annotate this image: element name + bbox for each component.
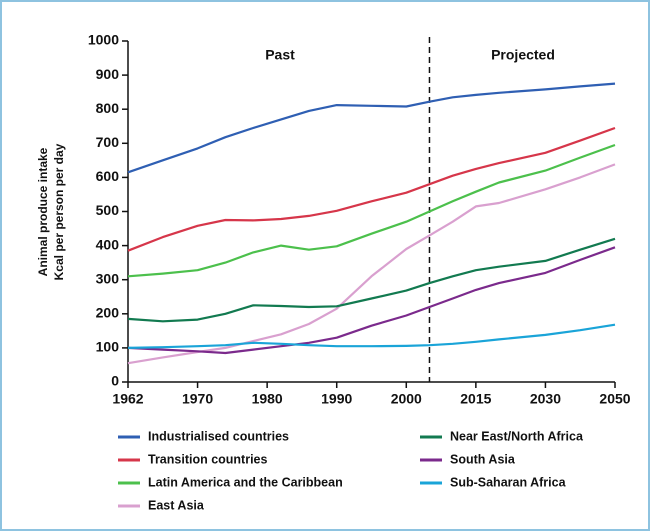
x-tick-label: 1990 (321, 391, 352, 407)
y-tick-label: 900 (96, 66, 120, 82)
y-axis-label-line: Animal produce intake (36, 147, 50, 276)
legend-label: Transition countries (148, 452, 268, 466)
series-line (127, 82, 616, 174)
y-tick-label: 0 (111, 373, 119, 389)
y-axis-label-line: Kcal per person per day (52, 143, 66, 280)
x-tick-label: 2015 (460, 391, 491, 407)
y-tick-label: 300 (96, 270, 120, 286)
x-tick-label: 2050 (599, 391, 630, 407)
series-line (127, 237, 616, 323)
y-axis-label: Animal produce intake Kcal per person pe… (36, 143, 66, 280)
x-tick-label: 1980 (252, 391, 283, 407)
y-tick-label: 500 (96, 202, 120, 218)
y-tick-label: 700 (96, 134, 120, 150)
legend-label: Sub-Saharan Africa (450, 475, 567, 489)
y-tick-label: 100 (96, 339, 120, 355)
x-tick-label: 2000 (391, 391, 422, 407)
annotation: Projected (491, 47, 555, 63)
y-tick-label: 400 (96, 236, 120, 252)
series-line (127, 323, 616, 349)
legend-label: Latin America and the Caribbean (148, 475, 343, 489)
series-line (127, 126, 616, 252)
series-line (127, 163, 616, 365)
annotation: Past (265, 47, 295, 63)
legend-label: Near East/North Africa (450, 429, 584, 443)
y-tick-label: 1000 (88, 32, 119, 48)
x-tick-label: 1970 (182, 391, 213, 407)
legend-label: South Asia (450, 452, 516, 466)
y-tick-label: 800 (96, 100, 120, 116)
x-tick-label: 1962 (112, 391, 143, 407)
series-line (127, 246, 616, 355)
legend-label: East Asia (148, 498, 205, 512)
y-tick-label: 600 (96, 168, 120, 184)
x-tick-label: 2030 (530, 391, 561, 407)
legend-label: Industrialised countries (148, 429, 289, 443)
y-tick-label: 200 (96, 305, 120, 321)
series-line (127, 143, 616, 278)
